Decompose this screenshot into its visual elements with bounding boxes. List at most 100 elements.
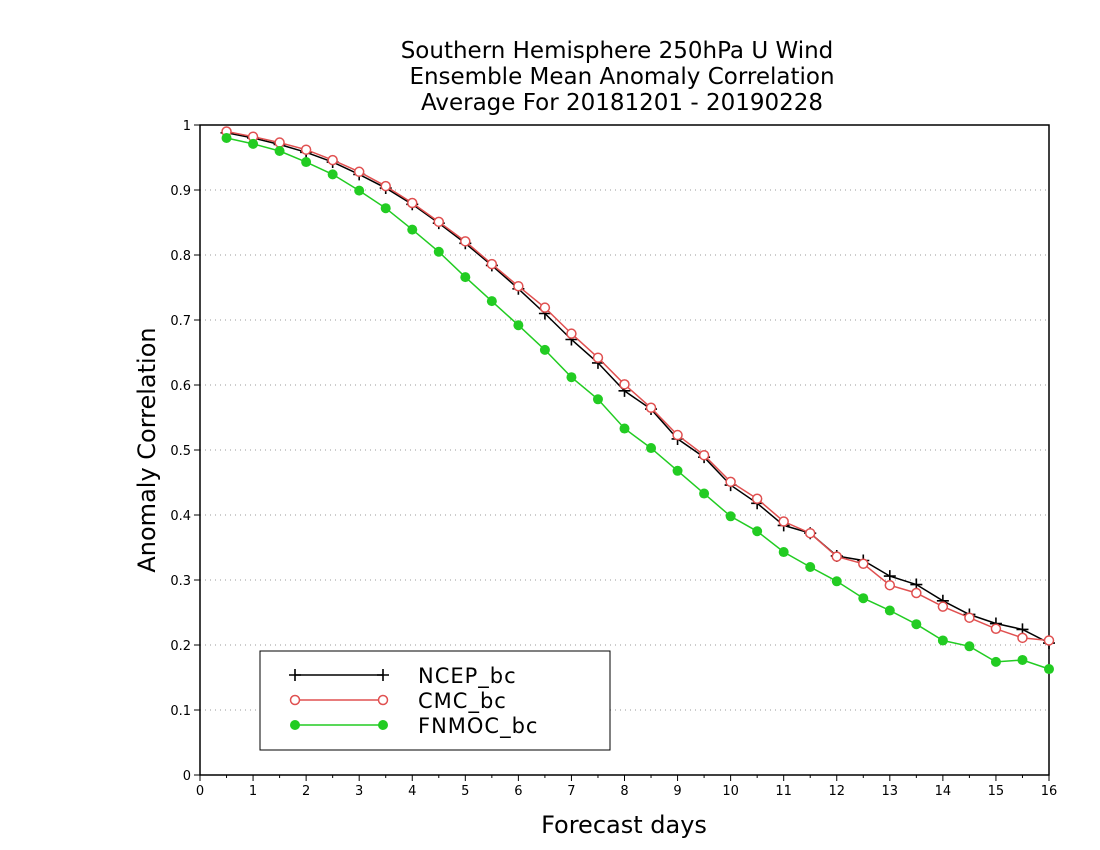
- chart-title-line-2: Ensemble Mean Anomaly Correlation: [409, 64, 834, 90]
- legend-marker-ncep-bc: [377, 669, 389, 681]
- data-point-cmc-bc: [566, 328, 577, 339]
- y-tick-label: 0.8: [170, 249, 191, 264]
- data-point-fnmoc-bc: [778, 547, 789, 558]
- series-layer: [220, 126, 1055, 675]
- data-point-fnmoc-bc: [964, 641, 975, 652]
- y-tick-label: 0.4: [170, 509, 191, 524]
- x-tick-label: 12: [828, 784, 845, 799]
- legend-marker-cmc-bc: [377, 694, 389, 706]
- x-tick-label: 3: [355, 784, 363, 799]
- data-point-cmc-bc: [1043, 635, 1055, 646]
- data-point-cmc-bc: [433, 216, 445, 228]
- data-point-cmc-bc: [964, 612, 975, 623]
- data-point-fnmoc-bc: [433, 246, 444, 257]
- data-point-cmc-bc: [592, 352, 604, 363]
- legend-label-cmc-bc: CMC_bc: [418, 689, 507, 714]
- data-point-fnmoc-bc: [354, 185, 365, 196]
- data-point-cmc-bc: [274, 137, 285, 148]
- data-point-cmc-bc: [645, 402, 657, 413]
- data-point-fnmoc-bc: [407, 224, 418, 235]
- x-tick-label: 6: [514, 784, 522, 799]
- y-tick-label: 0: [183, 769, 191, 784]
- data-point-fnmoc-bc: [990, 656, 1001, 667]
- data-point-fnmoc-bc: [327, 169, 338, 180]
- data-point-fnmoc-bc: [539, 344, 550, 355]
- data-point-fnmoc-bc: [725, 511, 736, 522]
- data-point-cmc-bc: [1017, 632, 1028, 644]
- legend-label-ncep-bc: NCEP_bc: [418, 664, 517, 689]
- x-tick-label: 15: [988, 784, 1005, 799]
- x-tick-label: 13: [882, 784, 899, 799]
- data-point-fnmoc-bc: [858, 593, 869, 604]
- series-line-ncep-bc: [226, 132, 1050, 644]
- data-point-cmc-bc: [460, 236, 471, 247]
- data-point-cmc-bc: [884, 579, 896, 591]
- x-tick-label: 11: [775, 784, 792, 799]
- x-tick-label: 2: [302, 784, 310, 799]
- data-point-cmc-bc: [539, 302, 551, 313]
- series-line-cmc-bc: [226, 130, 1050, 642]
- data-point-cmc-bc: [804, 527, 816, 539]
- series-fnmoc-bc: [221, 133, 1054, 675]
- data-point-cmc-bc: [672, 429, 683, 441]
- x-tick-label: 4: [408, 784, 416, 799]
- x-tick-label: 10: [722, 784, 739, 799]
- data-point-fnmoc-bc: [1017, 654, 1028, 665]
- x-tick-label: 9: [673, 784, 681, 799]
- data-point-cmc-bc: [698, 449, 710, 461]
- x-tick-label: 7: [567, 784, 575, 799]
- x-tick-label: 1: [249, 784, 257, 799]
- axis-ticks: 00.10.20.30.40.50.60.70.80.910 1 2 3 4 5 6 7 8 9 1…: [170, 119, 1057, 799]
- data-point-fnmoc-bc: [937, 635, 948, 646]
- data-point-fnmoc-bc: [672, 465, 683, 476]
- data-point-fnmoc-bc: [248, 138, 259, 149]
- y-tick-label: 0.3: [170, 574, 191, 589]
- data-point-fnmoc-bc: [274, 146, 285, 156]
- series-ncep-bc: [220, 126, 1055, 650]
- data-point-fnmoc-bc: [699, 488, 710, 499]
- x-tick-label: 16: [1041, 784, 1058, 799]
- data-point-cmc-bc: [327, 154, 338, 166]
- data-point-fnmoc-bc: [513, 320, 524, 331]
- data-point-fnmoc-bc: [301, 157, 312, 168]
- series-cmc-bc: [221, 126, 1055, 646]
- data-point-fnmoc-bc: [1044, 664, 1054, 675]
- data-point-cmc-bc: [937, 601, 949, 612]
- data-point-cmc-bc: [858, 558, 869, 569]
- y-tick-label: 0.9: [170, 184, 191, 199]
- data-point-fnmoc-bc: [752, 526, 763, 537]
- data-point-fnmoc-bc: [805, 562, 816, 572]
- y-tick-label: 1: [183, 119, 191, 134]
- y-tick-label: 0.5: [170, 444, 191, 459]
- data-point-fnmoc-bc: [646, 443, 657, 454]
- x-tick-label: 8: [620, 784, 628, 799]
- data-point-fnmoc-bc: [221, 133, 232, 143]
- data-point-cmc-bc: [911, 587, 922, 599]
- legend-marker-fnmoc-bc: [378, 720, 388, 730]
- legend-marker-ncep-bc: [289, 669, 301, 681]
- chart-title-line-1: Southern Hemisphere 250hPa U Wind: [401, 38, 834, 64]
- data-point-fnmoc-bc: [911, 619, 922, 630]
- y-tick-label: 0.7: [170, 314, 191, 329]
- data-point-fnmoc-bc: [884, 605, 895, 616]
- data-point-cmc-bc: [380, 180, 391, 192]
- data-point-cmc-bc: [407, 197, 418, 209]
- data-point-cmc-bc: [353, 166, 365, 178]
- data-point-fnmoc-bc: [486, 296, 497, 307]
- data-point-cmc-bc: [990, 623, 1002, 634]
- data-point-fnmoc-bc: [380, 203, 391, 214]
- y-tick-label: 0.6: [170, 379, 191, 394]
- data-point-cmc-bc: [751, 493, 763, 504]
- data-point-cmc-bc: [513, 280, 524, 292]
- series-line-fnmoc-bc: [226, 137, 1050, 670]
- data-point-fnmoc-bc: [566, 372, 577, 383]
- x-tick-label: 0: [196, 784, 204, 799]
- x-tick-label: 5: [461, 784, 469, 799]
- legend-marker-fnmoc-bc: [290, 720, 300, 730]
- data-point-fnmoc-bc: [592, 394, 603, 405]
- legend-label-fnmoc-bc: FNMOC_bc: [418, 714, 538, 739]
- legend-marker-cmc-bc: [289, 694, 301, 706]
- data-point-cmc-bc: [300, 144, 312, 155]
- grid-lines: [200, 189, 1049, 711]
